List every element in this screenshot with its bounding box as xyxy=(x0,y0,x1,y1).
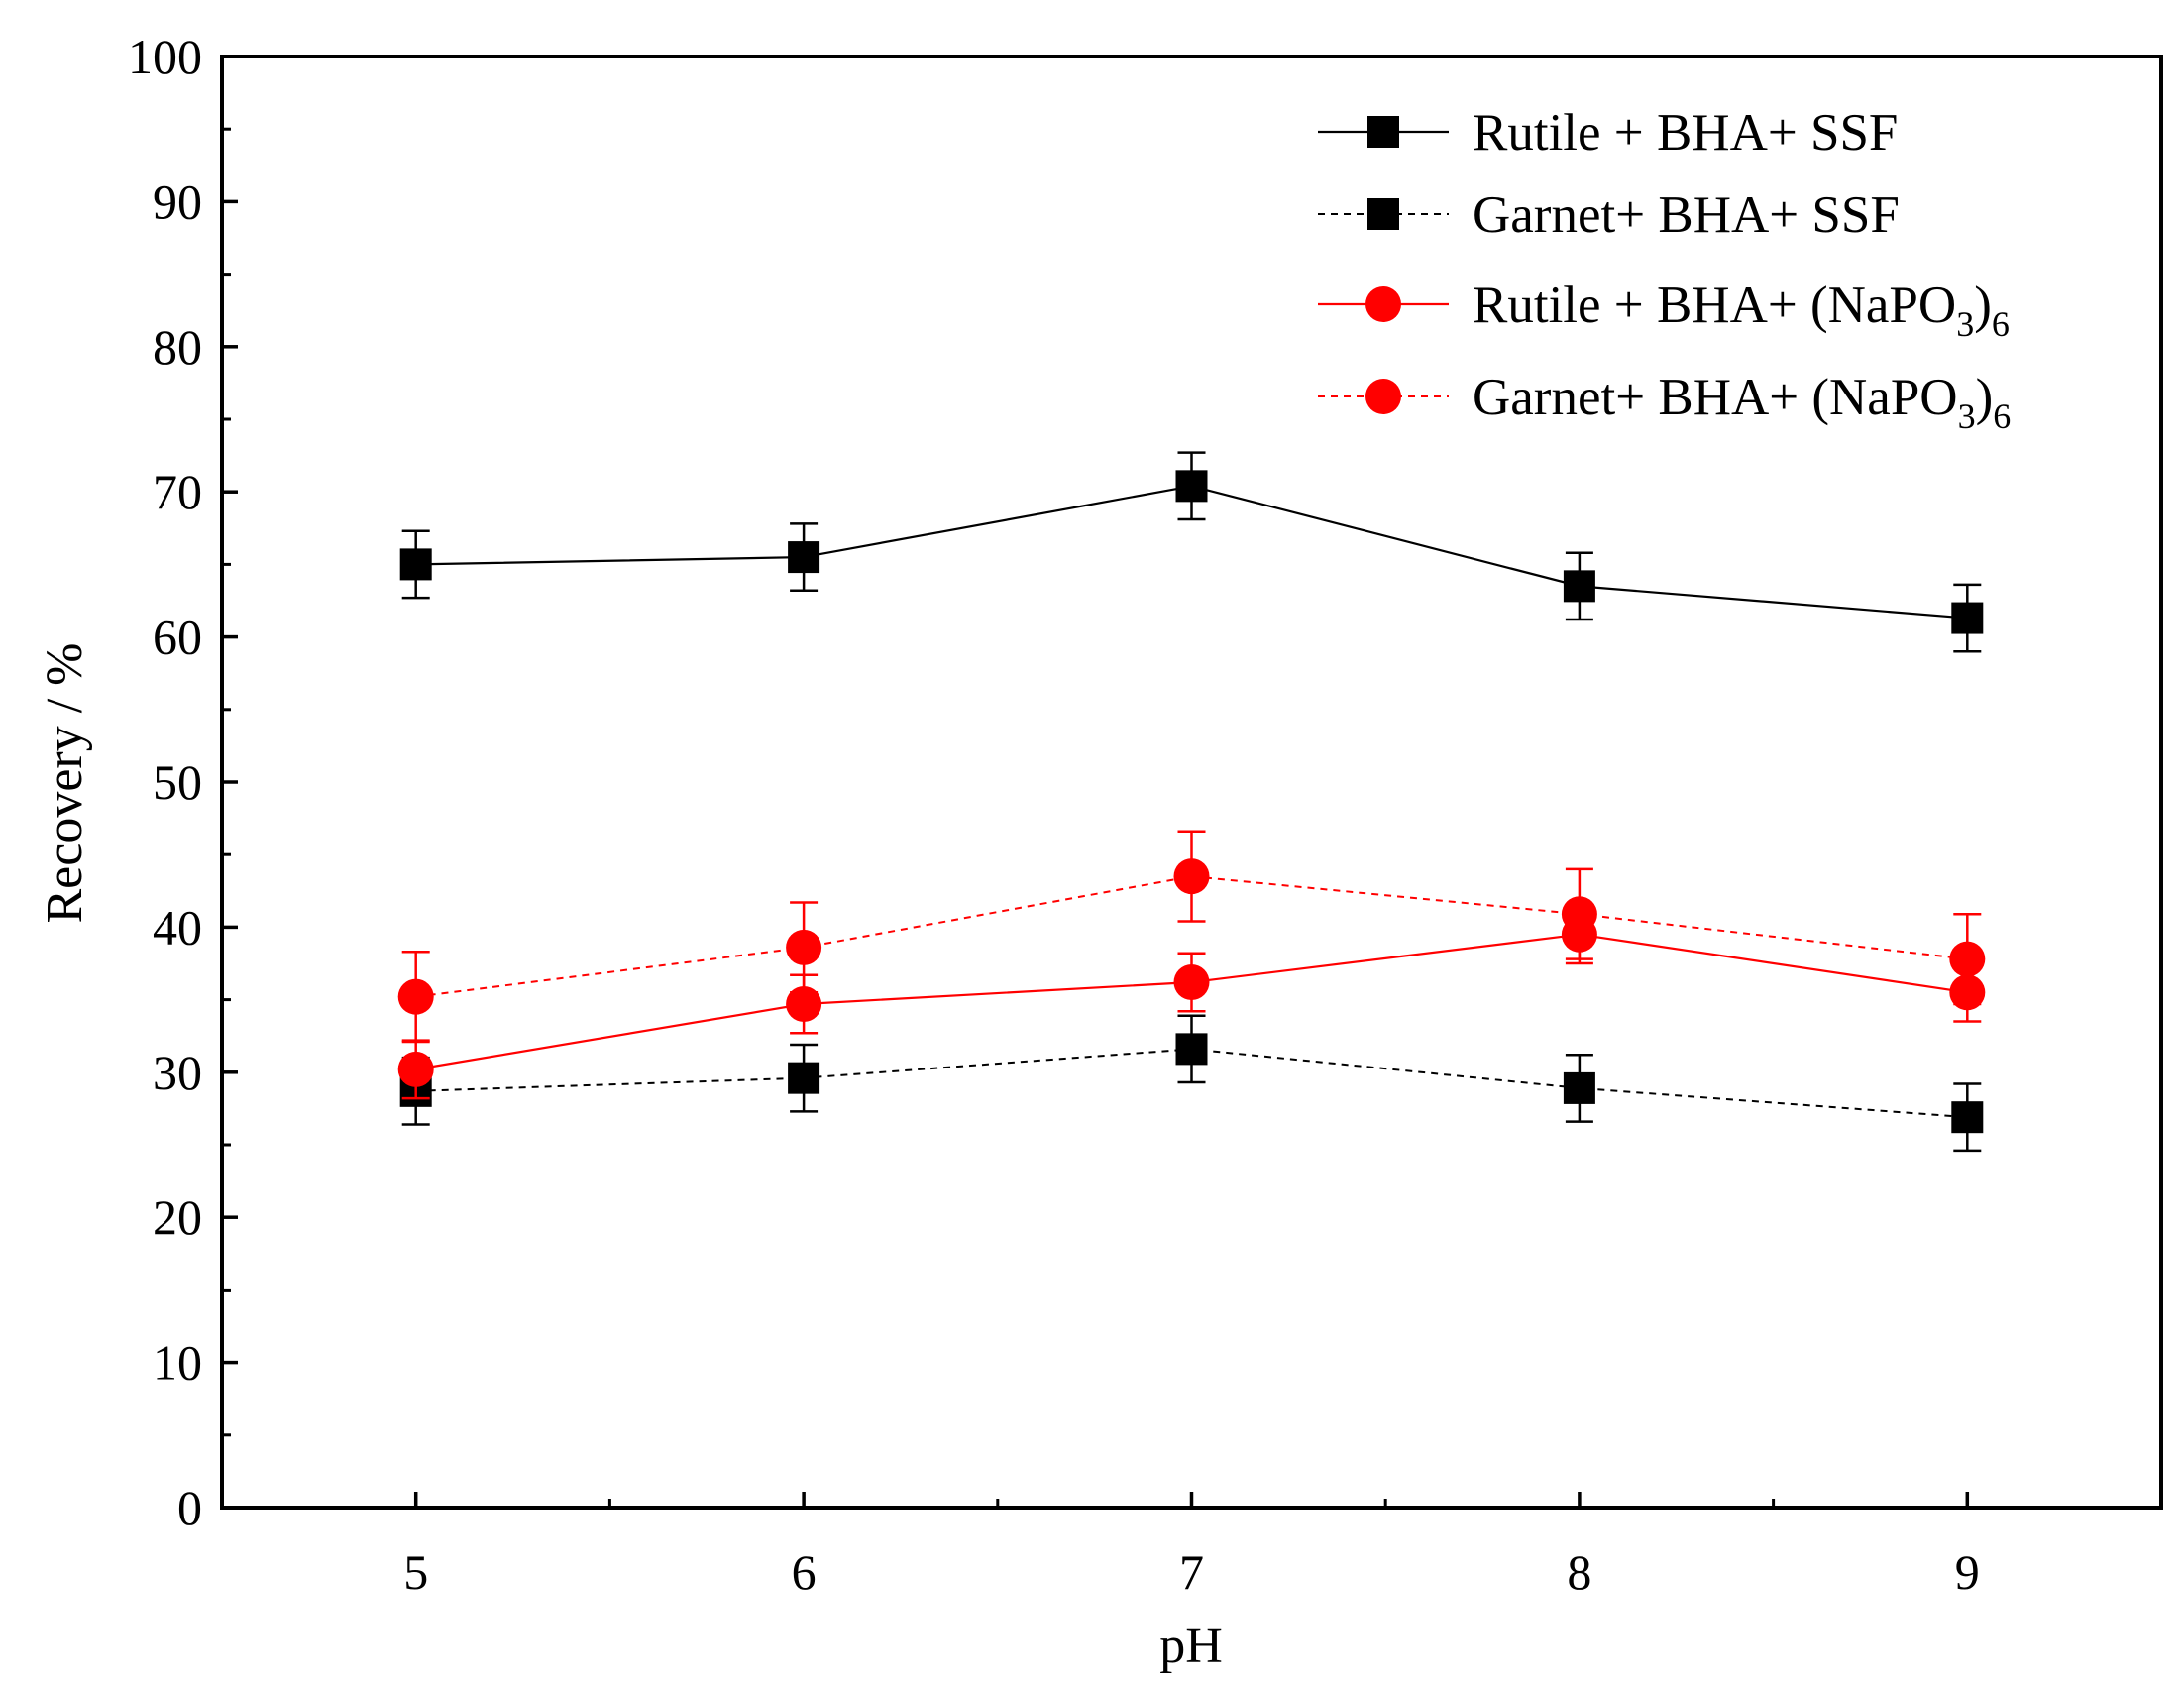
y-tick-label: 30 xyxy=(153,1045,202,1100)
series-1 xyxy=(399,451,1984,653)
legend-label: Rutile + BHA+ SSF xyxy=(1473,104,1898,162)
legend-marker xyxy=(1367,116,1399,148)
y-tick-label: 20 xyxy=(153,1189,202,1245)
y-tick-label: 0 xyxy=(177,1480,202,1535)
legend-label: Garnet+ BHA+ (NaPO3)6 xyxy=(1473,369,2011,436)
y-tick-label: 100 xyxy=(128,29,202,84)
series-4 xyxy=(397,830,1986,1044)
data-point xyxy=(1951,1101,1984,1134)
y-tick-label: 60 xyxy=(153,610,202,665)
plot-frame xyxy=(220,55,2163,1510)
y-tick-label: 40 xyxy=(153,899,202,955)
data-point xyxy=(1951,602,1984,634)
data-point xyxy=(788,541,820,574)
x-tick-label: 6 xyxy=(792,1544,817,1600)
x-tick-label: 7 xyxy=(1179,1544,1204,1600)
y-tick-label: 50 xyxy=(153,754,202,810)
data-point xyxy=(1563,1071,1595,1104)
legend-marker xyxy=(1365,379,1401,414)
x-tick-label: 5 xyxy=(403,1544,428,1600)
series-line xyxy=(415,875,1968,998)
y-tick-label: 70 xyxy=(153,464,202,519)
y-axis-title: Recovery / % xyxy=(37,642,93,923)
x-tick-label: 9 xyxy=(1955,1544,1980,1600)
x-axis-title: pH xyxy=(1159,1618,1223,1674)
legend: Rutile + BHA+ SSF Garnet+ BHA+ SSF Rutile … xyxy=(1318,104,2011,436)
y-tick-label: 90 xyxy=(153,173,202,229)
data-point xyxy=(397,978,434,1015)
data-point xyxy=(399,548,432,581)
data-point xyxy=(1175,470,1208,503)
data-point xyxy=(1563,570,1595,603)
data-point xyxy=(788,1062,820,1094)
legend-item: Garnet+ BHA+ (NaPO3)6 xyxy=(1318,369,2011,436)
legend-marker xyxy=(1367,198,1399,230)
y-tick-label: 10 xyxy=(153,1335,202,1391)
x-tick-label: 8 xyxy=(1567,1544,1591,1600)
legend-item: Garnet+ BHA+ SSF xyxy=(1318,186,1900,244)
data-point xyxy=(1949,941,1986,977)
data-point xyxy=(397,1051,434,1087)
data-point xyxy=(1173,964,1210,1001)
legend-marker xyxy=(1365,286,1401,322)
data-point xyxy=(1173,858,1210,895)
data-point xyxy=(1175,1033,1208,1066)
legend-label: Rutile + BHA+ (NaPO3)6 xyxy=(1473,277,2010,344)
data-point xyxy=(1561,896,1597,933)
series-2 xyxy=(399,1014,1984,1153)
legend-item: Rutile + BHA+ (NaPO3)6 xyxy=(1318,277,2010,344)
legend-item: Rutile + BHA+ SSF xyxy=(1318,104,1898,162)
data-point xyxy=(786,985,822,1022)
legend-label: Garnet+ BHA+ SSF xyxy=(1473,186,1900,244)
y-tick-label: 80 xyxy=(153,319,202,375)
data-point xyxy=(786,929,822,965)
